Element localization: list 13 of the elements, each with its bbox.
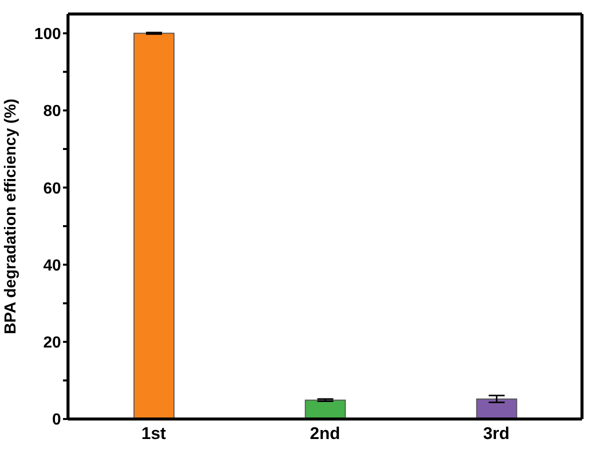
bar	[134, 32, 174, 419]
y-tick-label: 20	[43, 334, 62, 352]
y-tick-label: 40	[43, 257, 62, 274]
x-tick-label: 1st	[141, 424, 166, 444]
bar	[304, 400, 346, 419]
y-tick-label: 0	[52, 412, 62, 429]
y-tick-label: 100	[34, 26, 62, 43]
y-tick-label: 60	[43, 180, 62, 198]
x-tick-label: 3rd	[483, 424, 510, 444]
x-tick-label: 2nd	[310, 424, 340, 444]
bar	[476, 398, 518, 419]
y-axis-title: BPA degradation efficiency (%)	[2, 98, 20, 334]
y-tick-label: 80	[43, 103, 62, 120]
